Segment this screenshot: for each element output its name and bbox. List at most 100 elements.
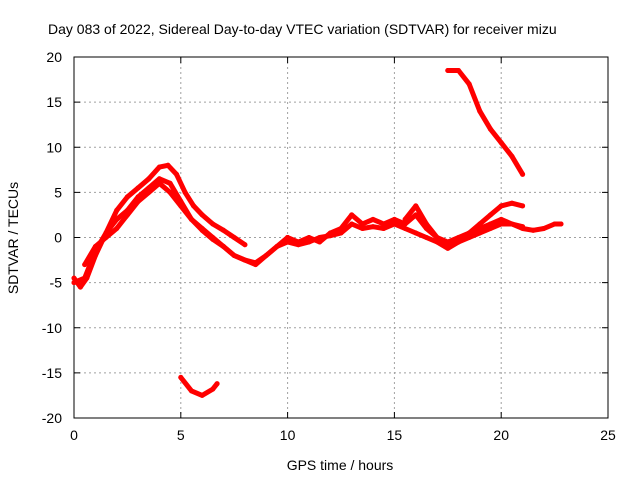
data-point	[274, 244, 280, 249]
data-point	[445, 239, 451, 245]
data-point	[146, 189, 152, 195]
data-point	[381, 221, 387, 227]
data-point	[124, 212, 130, 218]
data-point	[182, 189, 188, 195]
data-point	[189, 216, 194, 222]
data-point	[466, 235, 472, 240]
data-point	[221, 244, 226, 249]
data-point	[445, 68, 451, 73]
data-point	[231, 235, 237, 240]
data-point	[520, 171, 526, 177]
data-point	[135, 198, 141, 204]
data-point	[498, 216, 504, 222]
data-point	[285, 239, 291, 245]
y-tick-label: -20	[42, 410, 62, 426]
y-tick-label: 5	[54, 184, 62, 200]
tick-marks	[73, 56, 609, 419]
data-point	[488, 221, 493, 227]
chart-title: Day 083 of 2022, Sidereal Day-to-day VTE…	[48, 21, 557, 37]
data-point	[456, 235, 461, 240]
series-group	[71, 68, 564, 398]
data-point	[530, 227, 536, 233]
data-point	[178, 203, 184, 209]
y-tick-label: 15	[46, 94, 62, 110]
data-point	[210, 235, 216, 240]
data-point	[423, 235, 429, 240]
data-point	[71, 280, 77, 286]
data-point	[370, 224, 376, 230]
data-point	[434, 239, 440, 245]
x-tick-label: 5	[177, 427, 185, 443]
x-tick-label: 0	[70, 427, 78, 443]
data-point	[82, 275, 88, 281]
data-point	[413, 203, 419, 209]
data-point	[477, 230, 483, 236]
data-point	[338, 230, 344, 236]
y-tick-label: 10	[46, 139, 62, 155]
y-tick-label: 20	[46, 49, 62, 65]
data-point	[146, 176, 152, 182]
y-axis-title: SDTVAR / TECUs	[5, 182, 21, 294]
data-point	[135, 185, 141, 191]
data-point	[541, 226, 547, 231]
data-point	[92, 244, 98, 249]
data-point	[402, 221, 408, 227]
x-tick-label: 20	[493, 427, 509, 443]
data-point	[552, 221, 558, 227]
data-point	[558, 221, 564, 227]
data-point	[477, 221, 483, 227]
series-line-arc-7	[445, 68, 526, 177]
data-point	[520, 203, 526, 209]
data-point	[498, 140, 504, 146]
data-point	[199, 392, 205, 398]
data-point	[156, 176, 162, 182]
data-point	[253, 260, 259, 266]
data-point	[167, 189, 173, 195]
data-point	[402, 216, 408, 222]
data-point	[359, 226, 365, 231]
data-point	[349, 212, 355, 218]
data-point	[413, 212, 419, 218]
data-point	[242, 257, 248, 263]
data-point	[156, 164, 162, 170]
data-point	[210, 386, 216, 392]
data-point	[498, 203, 504, 209]
y-tick-label: -5	[50, 275, 63, 291]
data-point	[167, 180, 173, 186]
data-point	[370, 216, 376, 222]
data-point	[114, 207, 120, 213]
data-point	[466, 81, 472, 87]
x-axis-title: GPS time / hours	[287, 457, 394, 473]
data-point	[327, 233, 333, 239]
data-point	[77, 284, 83, 290]
data-point	[413, 230, 419, 236]
data-point	[456, 239, 461, 245]
data-point	[477, 226, 483, 231]
data-point	[306, 235, 312, 240]
data-point	[174, 171, 179, 177]
data-point	[114, 216, 120, 222]
series-line-arc-6	[402, 203, 564, 245]
data-point	[391, 216, 397, 222]
x-tick-labels: 0 5 10 15 20 25	[70, 427, 616, 443]
data-point	[317, 239, 323, 245]
data-point	[191, 203, 197, 209]
data-point	[391, 221, 397, 227]
data-point	[488, 126, 493, 132]
data-point	[285, 235, 291, 240]
data-point	[381, 226, 387, 231]
data-point	[221, 227, 226, 233]
data-point	[509, 221, 515, 227]
data-point	[103, 235, 109, 240]
data-point	[214, 381, 220, 387]
data-point	[402, 226, 408, 231]
data-point	[317, 235, 323, 240]
data-point	[456, 68, 461, 73]
data-point	[82, 262, 88, 268]
data-point	[477, 108, 483, 114]
data-point	[210, 221, 216, 227]
data-point	[445, 245, 451, 251]
y-tick-labels: 20 15 10 5 0 -5 -10 -15 -20	[42, 49, 62, 426]
data-point	[306, 239, 312, 245]
y-tick-label: 0	[54, 230, 62, 246]
